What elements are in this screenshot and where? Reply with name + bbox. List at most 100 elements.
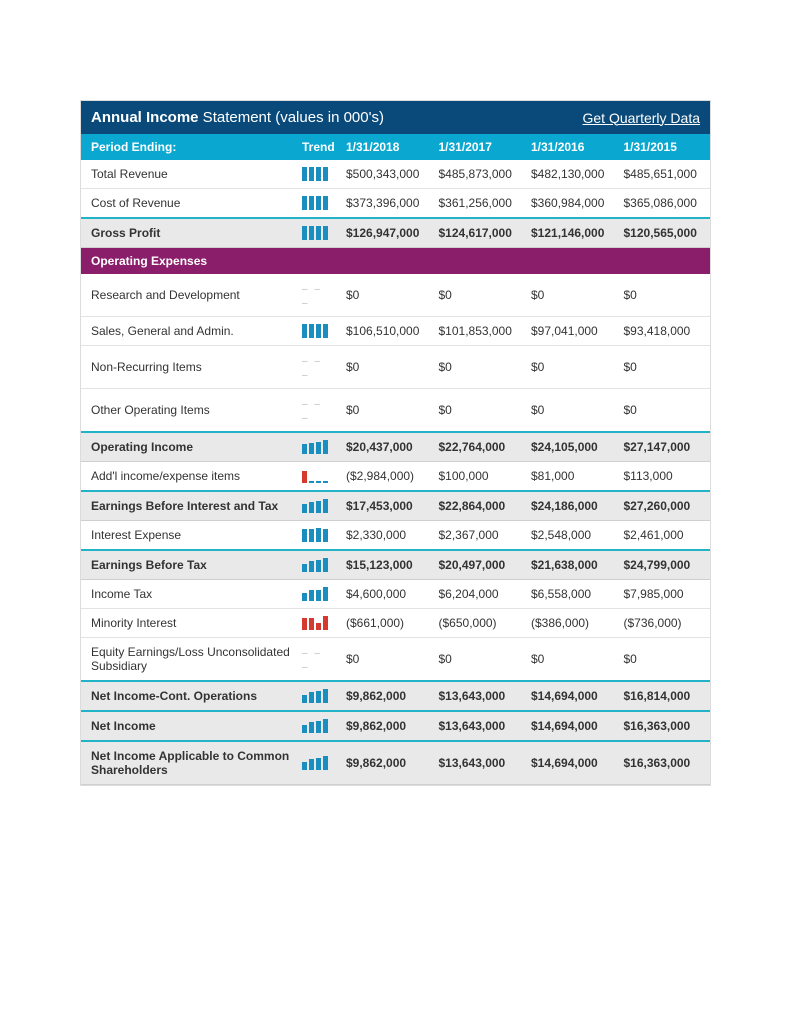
value-cell: $22,864,000 [433,491,526,521]
sparkline-icon [302,587,334,601]
value-cell: $7,985,000 [618,580,711,609]
trend-cell [296,491,340,521]
row-label: Sales, General and Admin. [81,317,296,346]
value-cell: $15,123,000 [340,550,433,580]
table-row: Minority Interest($661,000)($650,000)($3… [81,609,710,638]
row-label: Other Operating Items [81,389,296,433]
header-date-1: 1/31/2017 [433,134,526,160]
table-row: Sales, General and Admin.$106,510,000$10… [81,317,710,346]
value-cell: $27,260,000 [618,491,711,521]
value-cell: $0 [525,389,618,433]
value-cell: $0 [525,274,618,317]
value-cell: $0 [340,638,433,682]
row-label: Earnings Before Tax [81,550,296,580]
trend-empty-icon: – – – [302,399,322,424]
value-cell: ($386,000) [525,609,618,638]
sparkline-icon [302,226,334,240]
value-cell: $16,363,000 [618,741,711,785]
value-cell: $24,105,000 [525,432,618,462]
value-cell: $9,862,000 [340,681,433,711]
value-cell: $22,764,000 [433,432,526,462]
table-row: Earnings Before Tax $15,123,000$20,497,00… [81,550,710,580]
trend-cell [296,317,340,346]
value-cell: $121,146,000 [525,218,618,248]
value-cell: $16,814,000 [618,681,711,711]
value-cell: $0 [618,389,711,433]
row-label: Net Income-Cont. Operations [81,681,296,711]
sparkline-icon [302,167,334,181]
get-quarterly-link[interactable]: Get Quarterly Data [583,110,701,126]
value-cell: $24,186,000 [525,491,618,521]
value-cell: $13,643,000 [433,711,526,741]
table-row: Research and Development– – –$0$0$0$0 [81,274,710,317]
table-row: Other Operating Items– – –$0$0$0$0 [81,389,710,433]
value-cell: $113,000 [618,462,711,492]
header-date-3: 1/31/2015 [618,134,711,160]
value-cell: $0 [618,274,711,317]
value-cell: $0 [433,274,526,317]
trend-cell [296,218,340,248]
trend-cell: – – – [296,274,340,317]
sparkline-icon [302,499,334,513]
row-label: Net Income Applicable to Common Sharehol… [81,741,296,785]
trend-cell [296,609,340,638]
trend-cell: – – – [296,389,340,433]
value-cell: $97,041,000 [525,317,618,346]
row-label: Add'l income/expense items [81,462,296,492]
title-bar: Annual Income Statement (values in 000's… [81,101,710,134]
value-cell: $27,147,000 [618,432,711,462]
value-cell: $9,862,000 [340,711,433,741]
trend-cell [296,681,340,711]
value-cell: $20,497,000 [433,550,526,580]
value-cell: $0 [618,346,711,389]
panel-title: Annual Income Statement (values in 000's… [91,109,384,126]
table-row: Interest Expense$2,330,000$2,367,000$2,5… [81,521,710,551]
trend-cell [296,432,340,462]
trend-empty-icon: – – – [302,284,322,309]
trend-cell [296,160,340,189]
table-row: Total Revenue$500,343,000$485,873,000$48… [81,160,710,189]
table-row: Earnings Before Interest and Tax$17,453,… [81,491,710,521]
value-cell: $0 [433,346,526,389]
value-cell: $120,565,000 [618,218,711,248]
sparkline-icon [302,324,334,338]
row-label: Interest Expense [81,521,296,551]
row-label: Gross Profit [81,218,296,248]
trend-cell [296,521,340,551]
trend-cell [296,550,340,580]
row-label: Operating Income [81,432,296,462]
value-cell: $16,363,000 [618,711,711,741]
value-cell: $24,799,000 [618,550,711,580]
trend-empty-icon: – – – [302,356,322,381]
table-row: Add'l income/expense items($2,984,000)$1… [81,462,710,492]
table-row: Operating Expenses [81,248,710,275]
table-row: Net Income-Cont. Operations$9,862,000$13… [81,681,710,711]
row-label: Research and Development [81,274,296,317]
value-cell: $0 [340,389,433,433]
trend-cell [296,741,340,785]
value-cell: $6,204,000 [433,580,526,609]
value-cell: $0 [525,638,618,682]
sparkline-icon [302,689,334,703]
trend-cell: – – – [296,346,340,389]
row-label: Net Income [81,711,296,741]
value-cell: $6,558,000 [525,580,618,609]
row-label: Equity Earnings/Loss Unconsolidated Subs… [81,638,296,682]
value-cell: $14,694,000 [525,681,618,711]
row-label: Total Revenue [81,160,296,189]
value-cell: $101,853,000 [433,317,526,346]
trend-cell [296,711,340,741]
sparkline-icon [302,558,334,572]
value-cell: $365,086,000 [618,189,711,219]
value-cell: $0 [618,638,711,682]
table-row: Operating Income$20,437,000$22,764,000$2… [81,432,710,462]
value-cell: $2,461,000 [618,521,711,551]
value-cell: $0 [433,389,526,433]
table-row: Cost of Revenue$373,396,000$361,256,000$… [81,189,710,219]
value-cell: $0 [525,346,618,389]
value-cell: ($650,000) [433,609,526,638]
table-row: Net Income$9,862,000$13,643,000$14,694,0… [81,711,710,741]
row-label: Earnings Before Interest and Tax [81,491,296,521]
row-label: Cost of Revenue [81,189,296,219]
header-trend: Trend [296,134,340,160]
